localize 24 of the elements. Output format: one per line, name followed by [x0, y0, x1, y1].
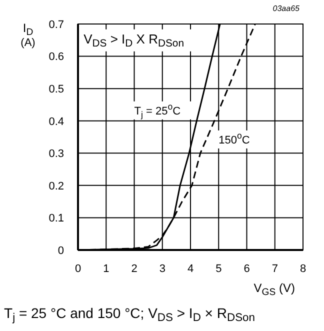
x-tick-label: 5 — [216, 262, 222, 275]
x-tick-label: 0 — [74, 262, 82, 275]
x-tick-label: 8 — [300, 262, 306, 275]
y-axis-title: I$_{D}$ (A) — [20, 21, 36, 49]
series-label: 150$^{o}$C — [218, 130, 250, 146]
text: 03aa65 — [272, 4, 300, 14]
x-tick-label: 2 — [131, 262, 138, 275]
y-tick-label: 0.3 — [48, 148, 64, 160]
x-tick-label: 3 — [159, 262, 166, 275]
annotation: V$_{DS}$ > I$_{D}$ X R$_{DSon}$ — [84, 31, 184, 50]
x-axis-title: V$_{GS}$ (V) — [254, 281, 295, 298]
x-tick-label: 4 — [187, 262, 194, 275]
x-tick-label: 1 — [103, 262, 110, 275]
y-tick-label: 0.6 — [48, 51, 64, 64]
x-tick-label: 6 — [244, 262, 250, 275]
y-tick-label: 0.5 — [48, 83, 64, 96]
series-label: T$_{j}$ = 25$^{o}$C — [134, 101, 181, 120]
text: T$_{j}$ = 25 °C and 150 °C; V$_{DS}$ > I$_{D}$ × R$_{DSon}$ — [4, 305, 255, 324]
x-tick-label: 7 — [272, 262, 278, 275]
y-tick-label: 0.7 — [48, 18, 64, 31]
y-tick-label: 0 — [58, 244, 64, 257]
y-tick-label: 0.2 — [48, 180, 64, 192]
y-tick-label: 0.4 — [48, 116, 64, 128]
y-tick-label: 0.1 — [48, 212, 64, 225]
